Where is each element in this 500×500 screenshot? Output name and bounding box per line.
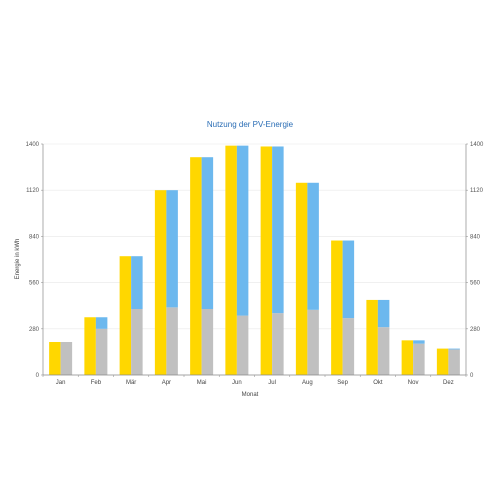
y-tick-label-left: 840 [29,234,40,240]
x-tick-label: Apr [162,380,171,386]
bar-series-2 [201,309,214,375]
bar-series-2 [448,349,460,375]
x-tick-label: Nov [408,380,419,386]
bar-series-3 [236,145,249,316]
bar-series-3 [307,182,319,310]
bar-series-1 [49,342,61,375]
bar-series-2 [413,343,425,375]
bar-series-3 [413,340,425,344]
x-tick-label: Aug [302,380,313,386]
y-tick-label-right: 1400 [470,142,484,148]
axes: 0 0 280 280 560 560 840 840 1120 1120 1400 1400 Jan F… [26,142,484,386]
y-tick-label-left: 280 [29,327,40,333]
bar-series-2 [342,318,355,375]
y-tick-label-right: 1120 [470,188,484,194]
y-tick-label-right: 840 [470,234,481,240]
y-tick-label-left: 0 [36,373,40,379]
bar-series-2 [236,315,249,375]
bar-series-1 [154,190,167,375]
y-tick-label-left: 1400 [26,142,40,148]
x-tick-label: Mär [126,380,136,386]
bar-series-1 [190,157,202,375]
bar-series-3 [377,299,390,328]
bar-series-3 [272,146,284,314]
bar-series-3 [95,317,108,329]
bar-series-1 [84,317,96,375]
bar-series-3 [448,348,460,350]
bar-series-2 [166,307,178,375]
bar-series-2 [131,309,143,375]
bar-series-3 [166,190,178,308]
x-tick-label: Jan [56,380,66,386]
y-tick-label-left: 1120 [26,188,40,194]
bar-series-1 [366,299,378,375]
bar-series-2 [377,327,390,375]
bar-series-1 [225,145,237,375]
bar-series-3 [201,157,214,309]
y-tick-label-right: 280 [470,327,481,333]
y-tick-label-right: 0 [470,373,474,379]
gridlines [43,143,466,330]
bar-series-2 [272,313,284,375]
chart-title: Nutzung der PV-Energie [207,120,294,129]
bars [49,145,460,375]
y-tick-label-left: 560 [29,281,40,287]
x-tick-label: Jun [232,380,242,386]
x-axis-title: Monat [242,392,259,398]
bar-series-3 [342,240,355,319]
x-tick-label: Okt [373,380,383,386]
bar-series-1 [331,240,343,375]
x-tick-label: Jul [268,380,276,386]
bar-series-3 [131,256,143,309]
bar-series-2 [60,342,73,375]
x-tick-label: Sep [337,380,348,386]
bar-series-1 [119,256,132,375]
x-tick-label: Dez [443,380,454,386]
bar-series-1 [295,182,308,375]
bar-series-1 [401,340,414,375]
x-tick-label: Feb [91,380,102,386]
bar-series-2 [307,309,319,375]
bar-series-1 [436,348,449,375]
y-axis-title: Energie in kWh [15,239,21,280]
bar-series-1 [260,146,273,375]
bar-series-2 [95,328,108,375]
x-tick-label: Mai [197,380,207,386]
y-tick-label-right: 560 [470,281,481,287]
